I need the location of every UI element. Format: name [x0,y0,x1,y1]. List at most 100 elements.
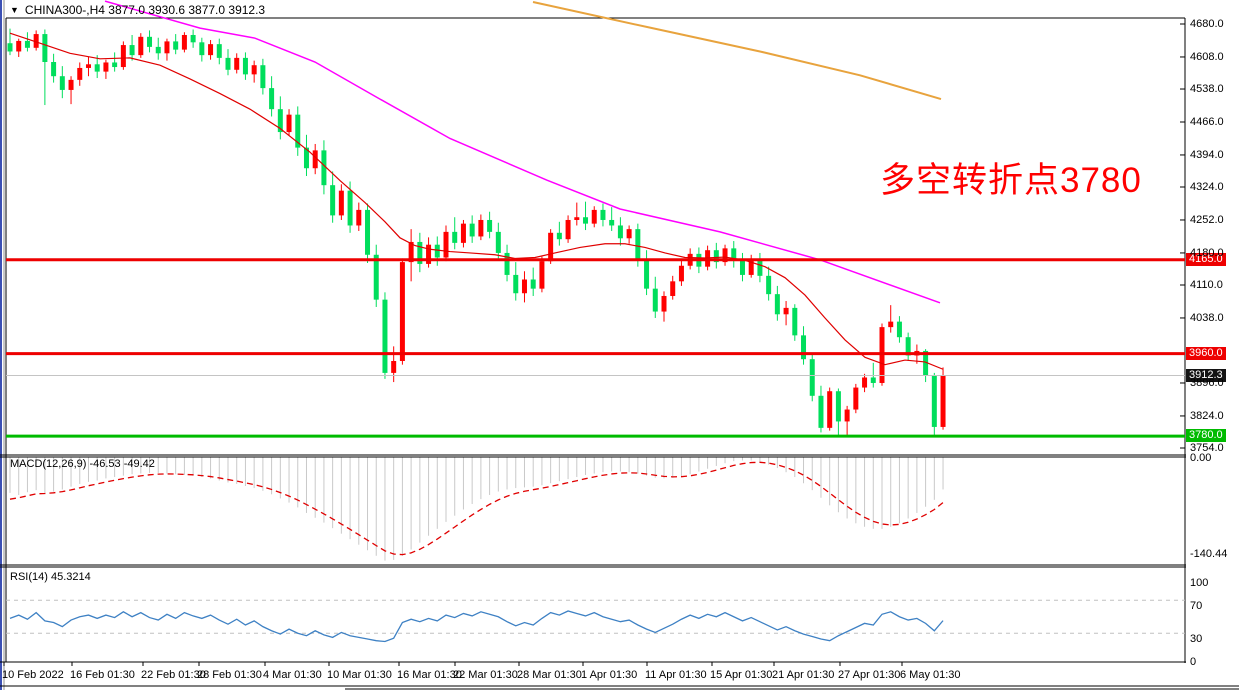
symbol-dropdown-icon[interactable]: ▼ [10,5,19,15]
x-axis-label[interactable]: 4 Mar 01:30 [263,669,322,681]
annotation-text: 多空转折点3780 [880,161,1142,200]
price-tag-4165.0: 4165.0 [1186,252,1226,266]
candle-body [417,241,423,264]
price-tag-3912.3: 3912.3 [1186,368,1226,382]
candle-body [591,209,597,224]
candle-body [809,359,815,396]
candle-body [7,43,13,52]
x-axis-label[interactable]: 6 May 01:30 [900,669,961,681]
candle-body [905,337,911,356]
candle-body [286,114,292,133]
candle-body [330,185,336,216]
candle-body [112,62,118,68]
candle-body [365,209,371,255]
x-axis-label[interactable]: 10 Mar 01:30 [327,669,392,681]
candle-body [181,34,187,50]
candle-body [77,67,83,80]
x-axis-label[interactable]: 22 Feb 01:30 [141,669,206,681]
candle-body [530,279,536,289]
x-axis-label[interactable]: 10 Feb 2022 [2,669,64,681]
y-axis-label: 4608.0 [1190,50,1224,63]
x-axis-label[interactable]: 27 Apr 01:30 [838,669,901,681]
candle-body [338,190,344,216]
candle-body [85,64,91,68]
candle-body [24,40,30,48]
candle-body [173,41,179,50]
rsi-scale-label: 30 [1190,633,1203,645]
candle-body [844,409,850,422]
x-axis-label[interactable]: 16 Mar 01:30 [397,669,462,681]
candle-body [303,147,309,169]
candle-body [818,395,824,428]
y-axis-label: 4110.0 [1190,278,1223,291]
candle-body [356,209,362,226]
candle-body [51,62,57,77]
candle-body [59,76,65,90]
candle-body [731,248,737,261]
candle-body [792,307,798,336]
candle-body [469,223,475,237]
candle-body [155,46,161,54]
candle-body [33,34,39,48]
x-axis-label[interactable]: 1 Apr 01:30 [581,669,638,681]
candle-body [521,279,527,294]
candle-body [853,387,859,410]
candle-body [565,219,571,240]
rsi-scale-label: 70 [1190,600,1203,612]
candle-body [940,375,946,427]
x-axis-label[interactable]: 15 Apr 01:30 [710,669,773,681]
candle-body [574,217,580,220]
candle-body [242,57,248,75]
rsi-line [9,610,944,643]
x-axis-label[interactable]: 28 Feb 01:30 [197,669,262,681]
candle-body [443,231,449,258]
y-axis-label: 4324.0 [1190,181,1224,193]
x-axis-label[interactable]: 22 Mar 01:30 [453,669,518,681]
candle-body [678,265,684,282]
candle-body [609,219,615,226]
candle-body [896,321,902,338]
y-axis-label: 4180.0 [1190,246,1224,259]
candle-body [138,36,144,56]
candle-body [862,377,868,388]
candle-body [626,229,632,239]
x-axis-label[interactable]: 28 Mar 01:30 [517,669,582,681]
candle-body [208,44,214,56]
candle-body [234,57,240,70]
candle-body [16,40,22,52]
x-axis-label[interactable]: 21 Apr 01:30 [772,669,835,681]
candle-body [42,34,48,63]
candle-body [347,190,353,226]
candle-body [373,254,379,300]
x-axis-label[interactable]: 16 Feb 01:30 [70,669,135,681]
x-axis-label[interactable]: 11 Apr 01:30 [645,669,707,681]
candle-body [399,262,405,362]
candle-body [713,250,719,263]
y-axis-label: 3824.0 [1190,409,1224,422]
candle-body [460,223,466,243]
candle-body [556,232,562,240]
candle-body [312,150,318,169]
candle-body [487,219,493,232]
candle-body [277,109,283,133]
price-tag-3960.0: 3960.0 [1186,346,1226,360]
candle-body [748,259,754,275]
candle-body [391,361,397,373]
candle-body [321,150,327,186]
candle-body [164,41,170,54]
candle-body [260,65,266,89]
candle-body [129,45,135,56]
candle-body [635,229,641,261]
candle-body [888,321,894,328]
y-axis-label: 4252.0 [1190,213,1224,226]
candle-body [670,281,676,296]
candle-body [739,260,745,275]
candle-body [757,259,763,276]
y-axis-label: 3896.0 [1190,376,1224,389]
candle-body [147,36,153,47]
trendline [532,1,942,101]
candle-body [539,261,545,289]
candle-body [835,391,841,422]
